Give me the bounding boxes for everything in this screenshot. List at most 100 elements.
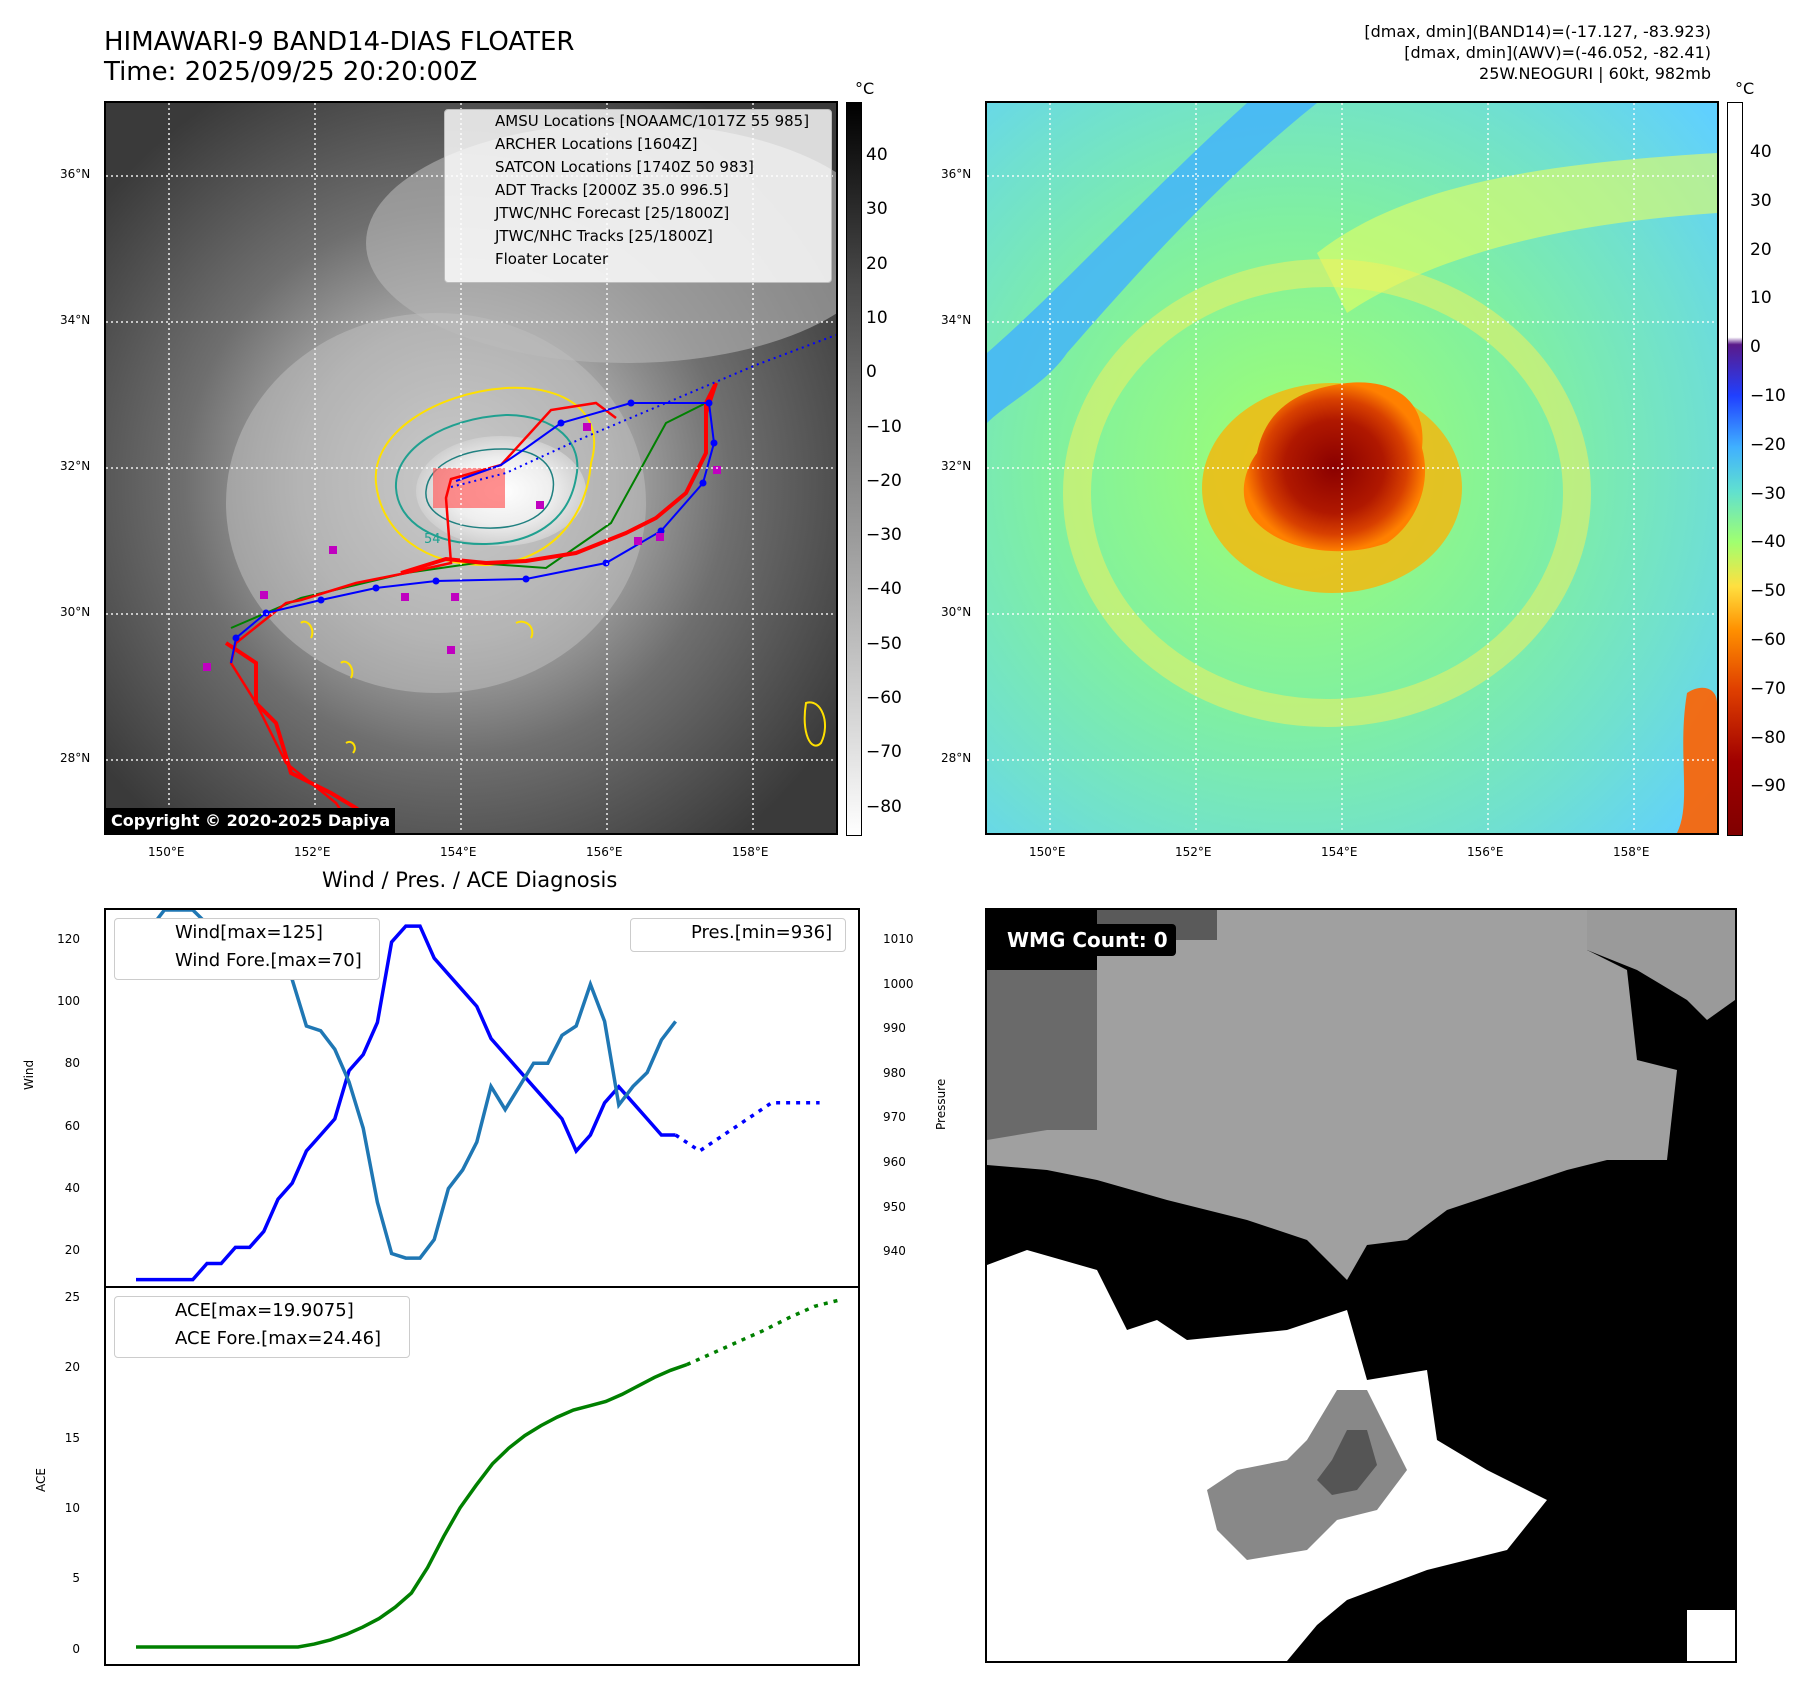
contour-inner: [425, 448, 555, 529]
legend-item: Wind[max=125]: [175, 922, 323, 943]
axis-tick: 5: [72, 1571, 80, 1586]
legend-item: ARCHER Locations [1604Z]: [445, 133, 831, 156]
axis-tick: 120: [57, 932, 80, 946]
lat-tick: 30°N: [60, 605, 91, 619]
awv-map: [987, 103, 1717, 833]
lat-tick: 34°N: [941, 313, 972, 327]
axis-tick: 25: [64, 1290, 80, 1304]
legend-item: ADT Tracks [2000Z 35.0 996.5]: [495, 181, 729, 199]
amsu-archer-markers: [203, 423, 721, 671]
colorbar-tick: 10: [866, 307, 888, 328]
contour-teal: [394, 413, 579, 546]
wind-legend: Wind[max=125] Wind Fore.[max=70]: [114, 918, 380, 980]
ace-panel: ACE[max=19.9075] ACE Fore.[max=24.46]: [104, 1286, 860, 1666]
colorbar-tick: −40: [1750, 532, 1786, 553]
legend-item: Pres.[min=936]: [691, 922, 833, 943]
axis-tick: 0: [72, 1641, 80, 1656]
colorbar-tick: −10: [1750, 386, 1786, 406]
colorbar-tick: −50: [866, 633, 902, 654]
legend-item: Floater Locater: [495, 250, 609, 268]
lat-tick: 34°N: [60, 313, 91, 327]
wind-line: [136, 924, 676, 1282]
lon-tick: 156°E: [1467, 845, 1504, 859]
jtwc-track-points: [232, 399, 718, 642]
colorbar-tick: −70: [866, 742, 902, 763]
copyright-label: Copyright © 2020-2025 Dapiya: [106, 808, 396, 833]
title-line2: Time: 2025/09/25 20:20:00Z: [104, 57, 478, 87]
lon-tick: 158°E: [732, 845, 769, 859]
lat-tick: 36°N: [941, 167, 972, 181]
dry-band: [987, 103, 1317, 423]
wmg-white-region: [987, 1250, 1547, 1661]
colorbar-tick: 20: [1750, 239, 1772, 260]
lon-tick: 154°E: [1321, 845, 1358, 859]
ace-plot: [136, 1298, 841, 1649]
floater-track: [400, 382, 718, 575]
wmg-core-dark: [1317, 1430, 1377, 1495]
axis-tick: 1010: [883, 932, 914, 946]
legend-item: ACE[max=19.9075]: [175, 1300, 354, 1321]
lat-tick: 36°N: [60, 167, 91, 181]
lon-tick: 156°E: [586, 845, 623, 859]
lat-tick: 32°N: [941, 459, 972, 473]
ace-ylabel: ACE: [34, 1468, 48, 1492]
floater-track: [229, 401, 617, 833]
colorbar-tick: −50: [1750, 581, 1786, 602]
wmg-gray-region: [987, 910, 1677, 1280]
ace-legend: ACE[max=19.9075] ACE Fore.[max=24.46]: [114, 1296, 410, 1358]
lat-tick: 30°N: [941, 605, 972, 619]
awv-map-panel: [985, 101, 1719, 835]
moist-ring: [1063, 259, 1591, 727]
lon-tick: 150°E: [148, 845, 185, 859]
colorbar-tick: 20: [866, 253, 888, 274]
title-line1: HIMAWARI-9 BAND14-DIAS FLOATER: [104, 27, 575, 57]
axis-tick: 80: [64, 1056, 80, 1071]
wmg-map: [987, 910, 1735, 1661]
wmg-panel: WMG Count: 0: [985, 908, 1737, 1663]
legend-item: SATCON Locations [1740Z 50 983]: [445, 156, 831, 179]
colorbar-tick: 10: [1750, 288, 1772, 309]
colorbar-tick: 40: [1750, 142, 1772, 162]
ace-forecast-line: [686, 1298, 841, 1367]
lat-tick: 28°N: [941, 751, 972, 765]
axis-tick: 40: [64, 1180, 80, 1195]
floater-track: [224, 641, 388, 833]
axis-tick: 950: [883, 1199, 906, 1214]
info-line3: 25W.NEOGURI | 60kt, 982mb: [1479, 64, 1711, 83]
colorbar-tick: 30: [1750, 190, 1772, 211]
lon-tick: 152°E: [1175, 845, 1212, 859]
axis-tick: 20: [64, 1243, 80, 1257]
colorbar-tick: 40: [866, 145, 888, 165]
colorbar-tick: −20: [866, 470, 902, 491]
axis-tick: 960: [883, 1155, 906, 1169]
axis-tick: 10: [64, 1500, 80, 1515]
wind-pres-panel: Wind[max=125] Wind Fore.[max=70] Pres.[m…: [104, 908, 860, 1288]
pres-legend: Pres.[min=936]: [630, 918, 846, 952]
map-legend: AMSU Locations [NOAAMC/1017Z 55 985] ARC…: [444, 109, 832, 283]
axis-tick: 1000: [883, 976, 914, 991]
lat-tick: 32°N: [60, 459, 91, 473]
wind-forecast-line: [674, 1101, 820, 1154]
colorbar-tick: −40: [866, 579, 902, 600]
colorbar-tick: −30: [866, 525, 902, 546]
colorbar-tick: −60: [1750, 630, 1786, 650]
axis-tick: 980: [883, 1065, 906, 1080]
info-line2: [dmax, dmin](AWV)=(-46.052, -82.41): [1404, 43, 1711, 62]
colorbar-tick: −80: [1750, 727, 1786, 748]
lon-tick: 154°E: [440, 845, 477, 859]
axis-tick: 20: [64, 1360, 80, 1375]
wmg-gray-dark: [987, 970, 1097, 1140]
colorbar-tick: 0: [1750, 337, 1761, 358]
colorbar-unit: °C: [1735, 79, 1755, 98]
colorbar-tick: −60: [866, 688, 902, 708]
colorbar-tick: −20: [1750, 434, 1786, 455]
axis-tick: 60: [64, 1118, 80, 1133]
ace-line: [136, 1362, 688, 1649]
wind-ylabel: Wind: [22, 1059, 36, 1090]
moist-band: [1317, 153, 1717, 313]
axis-tick: 100: [57, 994, 80, 1009]
lat-tick: 28°N: [60, 751, 91, 765]
wmg-white-edge: [1687, 1610, 1735, 1661]
colorbar-tick: −80: [866, 796, 902, 817]
pres-ylabel: Pressure: [934, 1078, 948, 1130]
